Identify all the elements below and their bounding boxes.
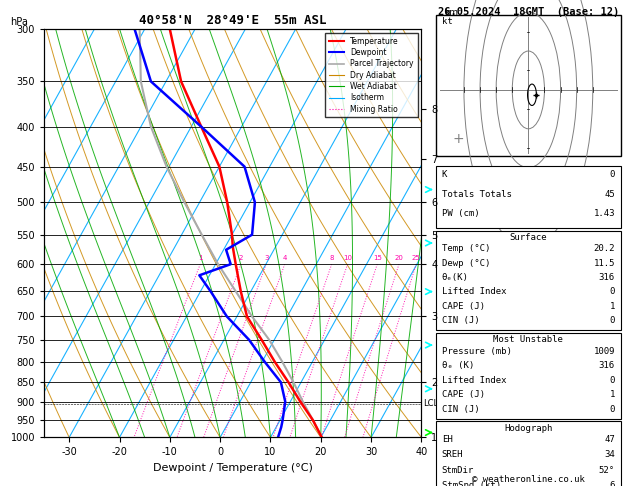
Text: CAPE (J): CAPE (J) bbox=[442, 390, 485, 399]
FancyBboxPatch shape bbox=[436, 166, 621, 228]
Text: Lifted Index: Lifted Index bbox=[442, 376, 506, 385]
FancyBboxPatch shape bbox=[436, 333, 621, 419]
Text: StmSpd (kt): StmSpd (kt) bbox=[442, 481, 501, 486]
Text: Hodograph: Hodograph bbox=[504, 424, 552, 433]
Text: 316: 316 bbox=[599, 273, 615, 282]
FancyBboxPatch shape bbox=[436, 15, 621, 156]
Text: 52°: 52° bbox=[599, 466, 615, 475]
Text: 0: 0 bbox=[610, 288, 615, 296]
Text: 1009: 1009 bbox=[593, 347, 615, 356]
Text: SREH: SREH bbox=[442, 451, 464, 459]
Text: 316: 316 bbox=[599, 361, 615, 370]
Text: Most Unstable: Most Unstable bbox=[493, 335, 564, 345]
Text: PW (cm): PW (cm) bbox=[442, 209, 479, 218]
Text: 11.5: 11.5 bbox=[593, 259, 615, 268]
Text: StmDir: StmDir bbox=[442, 466, 474, 475]
Text: CIN (J): CIN (J) bbox=[442, 316, 479, 325]
Legend: Temperature, Dewpoint, Parcel Trajectory, Dry Adiabat, Wet Adiabat, Isotherm, Mi: Temperature, Dewpoint, Parcel Trajectory… bbox=[325, 33, 418, 117]
Text: 15: 15 bbox=[373, 255, 382, 261]
Text: 20: 20 bbox=[394, 255, 403, 261]
FancyBboxPatch shape bbox=[436, 421, 621, 486]
Text: 3: 3 bbox=[264, 255, 269, 261]
Text: 0: 0 bbox=[610, 376, 615, 385]
Text: 6: 6 bbox=[610, 481, 615, 486]
Text: 0: 0 bbox=[610, 316, 615, 325]
Text: Lifted Index: Lifted Index bbox=[442, 288, 506, 296]
FancyBboxPatch shape bbox=[436, 231, 621, 330]
Text: Dewp (°C): Dewp (°C) bbox=[442, 259, 490, 268]
Title: 40°58'N  28°49'E  55m ASL: 40°58'N 28°49'E 55m ASL bbox=[139, 14, 326, 27]
Text: Temp (°C): Temp (°C) bbox=[442, 244, 490, 254]
Text: θₑ(K): θₑ(K) bbox=[442, 273, 469, 282]
Text: 10: 10 bbox=[343, 255, 352, 261]
X-axis label: Dewpoint / Temperature (°C): Dewpoint / Temperature (°C) bbox=[153, 463, 313, 473]
Text: 0: 0 bbox=[610, 405, 615, 414]
Text: +: + bbox=[452, 132, 464, 145]
Text: 0: 0 bbox=[610, 170, 615, 179]
Text: θₑ (K): θₑ (K) bbox=[442, 361, 474, 370]
Text: Pressure (mb): Pressure (mb) bbox=[442, 347, 511, 356]
Text: 1: 1 bbox=[198, 255, 203, 261]
Text: km
ASL: km ASL bbox=[444, 8, 461, 27]
Text: CIN (J): CIN (J) bbox=[442, 405, 479, 414]
Text: CAPE (J): CAPE (J) bbox=[442, 302, 485, 311]
Text: EH: EH bbox=[442, 435, 452, 444]
Text: hPa: hPa bbox=[10, 17, 28, 27]
Text: K: K bbox=[442, 170, 447, 179]
Text: Surface: Surface bbox=[509, 233, 547, 243]
Text: 8: 8 bbox=[330, 255, 334, 261]
Text: 45: 45 bbox=[604, 190, 615, 199]
Text: 1: 1 bbox=[610, 390, 615, 399]
Text: 4: 4 bbox=[282, 255, 287, 261]
Text: 1: 1 bbox=[610, 302, 615, 311]
Text: kt: kt bbox=[442, 17, 452, 26]
Text: 2: 2 bbox=[239, 255, 243, 261]
Text: 26.05.2024  18GMT  (Base: 12): 26.05.2024 18GMT (Base: 12) bbox=[438, 7, 619, 17]
Text: 47: 47 bbox=[604, 435, 615, 444]
Text: 1.43: 1.43 bbox=[593, 209, 615, 218]
Text: 25: 25 bbox=[412, 255, 421, 261]
Text: © weatheronline.co.uk: © weatheronline.co.uk bbox=[472, 475, 585, 484]
Text: LCL: LCL bbox=[423, 399, 438, 408]
Text: Totals Totals: Totals Totals bbox=[442, 190, 511, 199]
Text: 34: 34 bbox=[604, 451, 615, 459]
Text: 20.2: 20.2 bbox=[593, 244, 615, 254]
